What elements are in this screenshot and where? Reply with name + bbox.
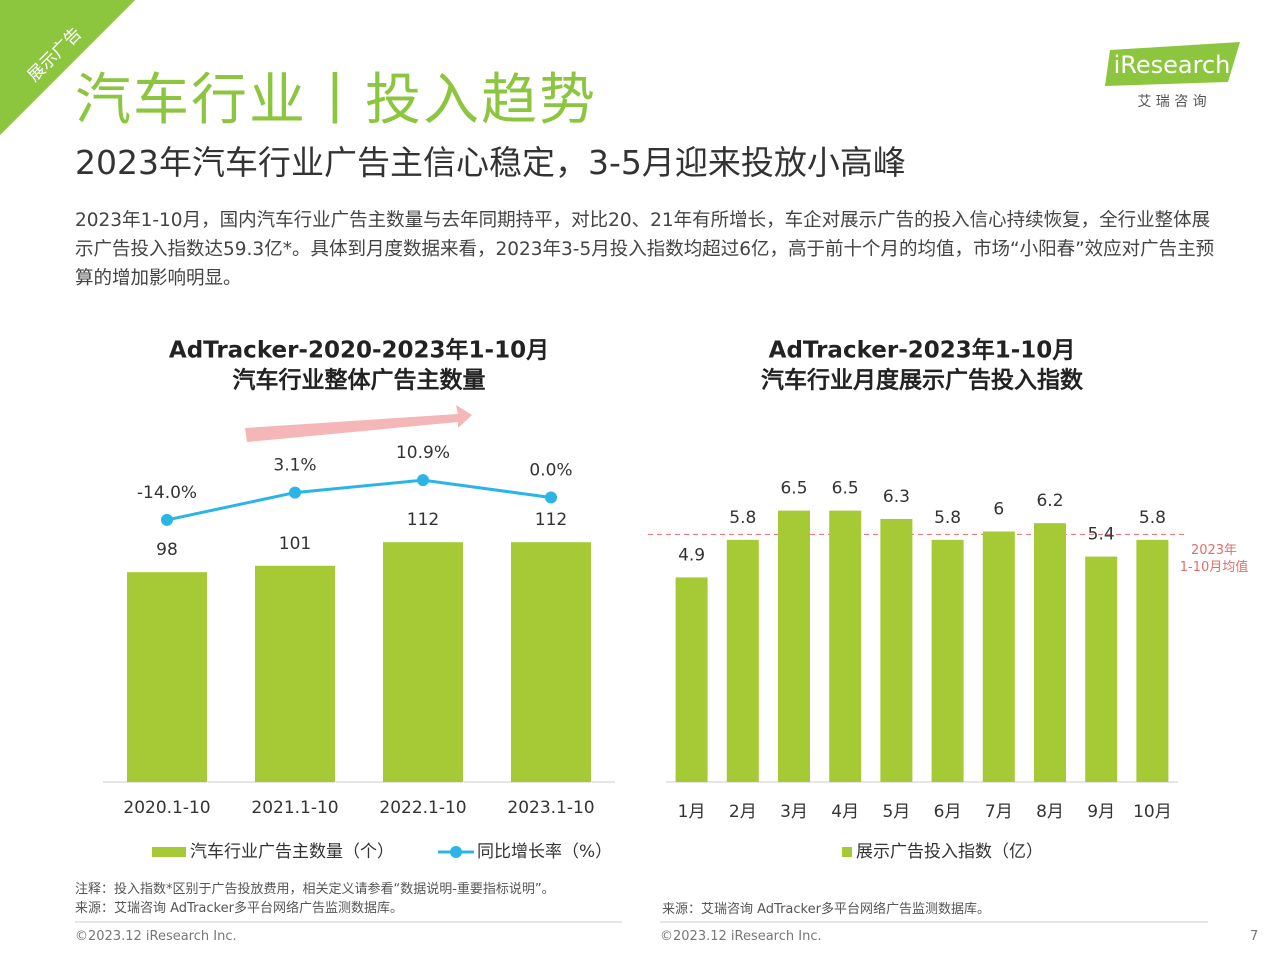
data-label: 5.4 <box>1088 525 1115 545</box>
line <box>166 478 552 522</box>
subtitle: 2023年汽车行业广告主信心稳定，3-5月迎来投放小高峰 <box>75 143 906 182</box>
logo-band <box>1105 42 1240 86</box>
legend-point <box>450 846 462 858</box>
x-tick-label: 2023.1-10 <box>507 798 594 818</box>
chart-title: AdTracker-2020-2023年1-10月 <box>169 337 549 364</box>
x-tick-label: 5月 <box>882 802 910 822</box>
data-label: 6.2 <box>1036 491 1063 511</box>
legend-label: 同比增长率（%） <box>477 842 612 862</box>
data-label: 112 <box>407 510 439 530</box>
bar <box>1136 539 1169 782</box>
bar <box>829 510 862 782</box>
chart-title: 汽车行业月度展示广告投入指数 <box>761 367 1084 394</box>
note: 来源：艾瑞咨询 AdTracker多平台网络广告监测数据库。 <box>75 901 403 916</box>
x-tick-label: 8月 <box>1036 802 1064 822</box>
bar <box>931 539 964 782</box>
x-tick-label: 7月 <box>985 802 1013 822</box>
logo-name: iResearch <box>1114 51 1231 79</box>
bar <box>726 539 759 782</box>
trend-arrow <box>245 405 472 442</box>
x-tick-label: 2022.1-10 <box>379 798 466 818</box>
legend-label: 展示广告投入指数（亿） <box>856 842 1043 862</box>
data-label: 6.5 <box>832 479 859 499</box>
corner-band <box>0 0 135 135</box>
data-label: 5.8 <box>729 508 756 528</box>
chart-title: AdTracker-2023年1-10月 <box>769 337 1076 364</box>
chart-title: 汽车行业整体广告主数量 <box>233 367 486 394</box>
bar <box>675 577 708 782</box>
x-tick-label: 2月 <box>729 802 757 822</box>
bar <box>127 572 207 782</box>
data-label: 4.9 <box>678 545 705 565</box>
line-point <box>545 491 557 504</box>
data-label: 10.9% <box>396 443 450 463</box>
x-tick-label: 3月 <box>780 802 808 822</box>
copyright: ©2023.12 iResearch Inc. <box>660 929 822 944</box>
bar <box>511 542 591 782</box>
legend-swatch <box>842 847 852 857</box>
data-label: 6.3 <box>883 487 910 507</box>
logo-cn: 艾 瑞 咨 询 <box>1137 94 1206 110</box>
reference-label: 2023年 <box>1191 543 1237 558</box>
bar <box>255 565 335 782</box>
note: 来源：艾瑞咨询 AdTracker多平台网络广告监测数据库。 <box>662 902 990 917</box>
data-label: -14.0% <box>137 483 197 503</box>
data-label: 5.8 <box>934 508 961 528</box>
data-label: 3.1% <box>273 456 316 476</box>
bar <box>1085 556 1118 782</box>
x-tick-label: 2021.1-10 <box>251 798 338 818</box>
page-number: 7 <box>1250 929 1259 944</box>
data-label: 101 <box>279 534 311 554</box>
line-point <box>161 513 173 526</box>
x-tick-label: 10月 <box>1133 802 1172 822</box>
bar <box>778 510 810 782</box>
bar <box>880 518 913 782</box>
bar <box>383 542 463 782</box>
legend-swatch <box>152 847 186 857</box>
line-point <box>417 474 429 487</box>
data-label: 6.5 <box>780 479 807 499</box>
copyright: ©2023.12 iResearch Inc. <box>75 929 237 944</box>
legend-label: 汽车行业广告主数量（个） <box>190 842 394 862</box>
reference-label: 1-10月均值 <box>1180 559 1249 575</box>
bar <box>1034 523 1066 782</box>
x-tick-label: 2020.1-10 <box>123 798 210 818</box>
title: 汽车行业丨投入趋势 <box>75 68 597 133</box>
data-label: 0.0% <box>529 461 572 481</box>
data-label: 5.8 <box>1139 508 1166 528</box>
data-label: 112 <box>535 510 567 530</box>
notes-left: 注释：投入指数*区别于广告投放费用，相关定义请参看“数据说明-重要指标说明”。 … <box>75 880 555 918</box>
note: 注释：投入指数*区别于广告投放费用，相关定义请参看“数据说明-重要指标说明”。 <box>75 882 555 897</box>
x-tick-label: 6月 <box>934 802 962 822</box>
line-point <box>289 486 301 499</box>
bar <box>982 531 1015 782</box>
x-tick-label: 4月 <box>831 802 859 822</box>
data-label: 98 <box>156 540 178 560</box>
x-tick-label: 9月 <box>1087 802 1115 822</box>
x-tick-label: 1月 <box>678 802 706 822</box>
data-label: 6 <box>993 500 1004 520</box>
body-text: 2023年1-10月，国内汽车行业广告主数量与去年同期持平，对比20、21年有所… <box>75 210 1215 289</box>
